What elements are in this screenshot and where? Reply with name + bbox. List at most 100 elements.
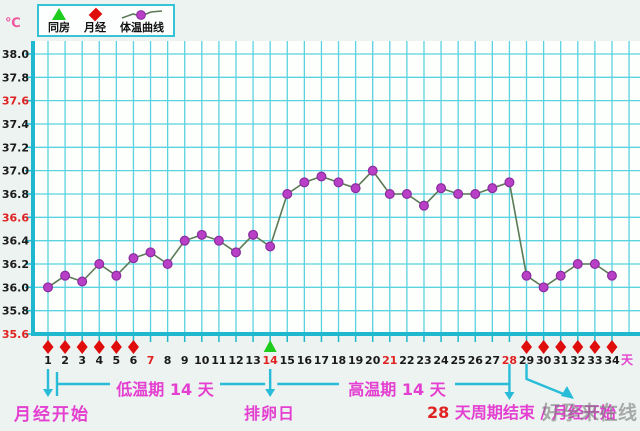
y-axis-label: 36.6 xyxy=(2,211,29,224)
x-axis-label: 17 xyxy=(314,354,329,367)
temperature-point xyxy=(589,258,600,269)
x-axis-label: 28 xyxy=(502,354,517,367)
plot-background xyxy=(33,41,640,334)
temperature-point xyxy=(77,276,88,287)
x-axis-label: 26 xyxy=(468,354,484,367)
temperature-point xyxy=(230,247,241,258)
x-axis-label: 21 xyxy=(382,354,397,367)
x-axis-label: 24 xyxy=(433,354,449,367)
menses-diamond-marker xyxy=(555,340,567,354)
y-axis-label: 35.8 xyxy=(2,305,29,318)
cycle-end-number: 28 xyxy=(427,403,450,422)
arrow-new-menses-head xyxy=(561,386,574,399)
x-axis-label: 12 xyxy=(228,354,243,367)
x-axis-label: 33 xyxy=(587,354,602,367)
menses-diamond-marker xyxy=(59,340,71,354)
temperature-point xyxy=(453,188,464,199)
y-axis-label: 36.0 xyxy=(2,281,29,294)
y-axis-label: 36.2 xyxy=(2,258,29,271)
x-axis-label: 15 xyxy=(280,354,295,367)
y-axis-label: 36.4 xyxy=(2,235,29,248)
x-axis-label: 27 xyxy=(485,354,500,367)
legend-item-menses: 月经 xyxy=(84,7,106,34)
annotation-cycle-end: 28 天周期结束 / 月经开始 xyxy=(427,399,616,423)
temperature-point xyxy=(538,282,549,293)
x-axis-label: 16 xyxy=(297,354,313,367)
temperature-point xyxy=(111,270,122,281)
temperature-point xyxy=(179,235,190,246)
x-axis-label: 18 xyxy=(331,354,346,367)
arrow-cycle-end-head xyxy=(504,392,515,400)
temperature-point xyxy=(42,282,53,293)
x-axis-label: 29 xyxy=(519,354,534,367)
x-axis-label: 11 xyxy=(211,354,226,367)
x-axis-label: 14 xyxy=(263,354,279,367)
temperature-point xyxy=(145,247,156,258)
temperature-point xyxy=(384,188,395,199)
menses-diamond-marker xyxy=(521,340,533,354)
x-axis-label: 1 xyxy=(44,354,52,367)
x-axis-label: 30 xyxy=(536,354,552,367)
x-axis-label: 10 xyxy=(194,354,210,367)
temperature-point xyxy=(333,177,344,188)
temperature-point xyxy=(282,188,293,199)
watermark: 好孕来在线 xyxy=(542,402,638,424)
cycle-end-text2: 月经开始 xyxy=(551,403,616,422)
temperature-curve-icon xyxy=(121,10,163,20)
arrow-menses-start-head xyxy=(43,389,53,397)
menses-diamond-marker xyxy=(76,340,88,354)
temperature-point xyxy=(162,258,173,269)
cycle-end-text: 天周期结束 / xyxy=(449,403,552,422)
temperature-point xyxy=(367,165,378,176)
x-axis-label: 20 xyxy=(365,354,381,367)
y-axis-label: 37.4 xyxy=(2,118,29,131)
temperature-point xyxy=(265,241,276,252)
x-axis-label: 22 xyxy=(399,354,414,367)
temperature-point xyxy=(436,183,447,194)
temperature-point xyxy=(60,270,71,281)
legend-label: 月经 xyxy=(84,21,106,34)
menses-diamond-marker xyxy=(606,340,618,354)
temperature-point xyxy=(470,188,481,199)
y-axis-label: 38.0 xyxy=(2,48,29,61)
menses-diamond-icon xyxy=(88,7,102,22)
menses-diamond-marker xyxy=(127,340,139,354)
x-axis-label: 3 xyxy=(78,354,86,367)
temperature-point xyxy=(572,258,583,269)
menses-diamond-marker xyxy=(93,340,105,354)
temperature-point xyxy=(196,229,207,240)
menses-diamond-marker xyxy=(572,340,584,354)
temperature-point xyxy=(401,188,412,199)
x-axis-label: 32 xyxy=(570,354,585,367)
x-axis-label: 13 xyxy=(245,354,260,367)
y-axis-label: 37.2 xyxy=(2,141,29,154)
legend-label: 体温曲线 xyxy=(120,21,164,34)
y-axis-label: 36.8 xyxy=(2,188,29,201)
temperature-point xyxy=(299,177,310,188)
x-axis-label: 4 xyxy=(95,354,103,367)
temperature-point xyxy=(504,177,515,188)
legend-label: 同房 xyxy=(48,21,70,34)
temperature-point xyxy=(128,253,139,264)
intercourse-triangle-icon xyxy=(52,8,66,20)
x-axis-label: 31 xyxy=(553,354,568,367)
temperature-point xyxy=(487,183,498,194)
arrow-ovulation-head xyxy=(265,389,276,397)
menses-diamond-marker xyxy=(110,340,122,354)
x-axis-label: 25 xyxy=(451,354,466,367)
menses-diamond-marker xyxy=(538,340,550,354)
temperature-point xyxy=(606,270,617,281)
y-axis-label: 35.6 xyxy=(2,328,29,341)
annotation-low-phase: 低温期 14 天 xyxy=(116,380,214,399)
y-axis-label: 37.0 xyxy=(2,165,29,178)
menses-diamond-marker xyxy=(589,340,601,354)
y-axis-label: 37.8 xyxy=(2,71,29,84)
temperature-curve-line xyxy=(47,169,613,289)
menses-diamond-marker xyxy=(42,340,54,354)
temperature-point xyxy=(555,270,566,281)
x-axis-label: 23 xyxy=(416,354,431,367)
temperature-point xyxy=(521,270,532,281)
temperature-point xyxy=(316,171,327,182)
